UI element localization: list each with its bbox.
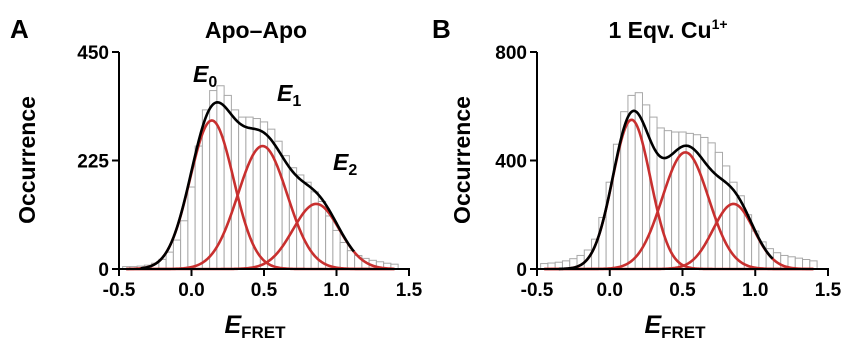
histogram-bar	[172, 239, 182, 270]
x-ticks: -0.5 0.0 0.5 1.0 1.5	[521, 269, 842, 301]
y-ticks: 0 400 800	[495, 43, 537, 281]
x-ticks: -0.5 0.0 0.5 1.0 1.5	[103, 269, 423, 301]
component-label-e1: E1	[277, 80, 301, 110]
x-axis-label-main: E	[224, 311, 242, 339]
histogram-bar	[281, 155, 290, 270]
x-tick-label: 1.0	[742, 280, 768, 301]
histogram-bar	[346, 250, 356, 270]
chart-title-sup: 1+	[712, 16, 728, 32]
panel-letter: B	[432, 14, 451, 44]
histogram-bars	[540, 92, 818, 270]
histogram-bar	[332, 229, 341, 270]
y-tick-label: 225	[77, 152, 109, 173]
chart-title: Apo–Apo	[205, 17, 307, 43]
total-fit-curve	[140, 101, 355, 270]
histogram-bar	[180, 220, 189, 270]
y-tick-label: 0	[516, 260, 527, 281]
x-tick-label: 0.5	[251, 280, 278, 301]
histogram-bar	[223, 94, 232, 270]
x-tick-label: -0.5	[103, 280, 136, 301]
histogram-bar	[325, 215, 334, 270]
histogram-bar	[209, 90, 218, 270]
x-axis-label-sub: FRET	[241, 323, 286, 342]
x-axis-label-sub: FRET	[661, 323, 706, 342]
x-tick-label: -0.5	[521, 280, 554, 301]
y-tick-label: 400	[495, 152, 527, 173]
panel-a: A Apo–Apo 0 225 450 -0.5 0.0 0.5 1.0 1.5 Occur…	[10, 14, 423, 342]
y-axis-label: Occurrence	[449, 96, 475, 224]
chart-title-main: 1 Eqv. Cu	[608, 17, 711, 43]
panel-b: B 1 Eqv. Cu1+ 0 400 800 -0.5 0.0 0.5 1.0 1.5 O…	[432, 14, 842, 342]
component-label-e2: E2	[333, 149, 357, 179]
x-tick-label: 0.0	[178, 280, 204, 301]
histogram-bar	[165, 251, 174, 270]
histogram-bar	[259, 121, 269, 270]
x-tick-label: 0.5	[669, 280, 696, 301]
histogram-bar	[187, 186, 196, 270]
histogram-bars	[122, 85, 399, 270]
x-tick-label: 1.0	[323, 280, 349, 301]
x-tick-label: 0.0	[597, 280, 623, 301]
histogram-bar	[714, 151, 724, 270]
x-axis-label: EFRET	[224, 311, 286, 342]
chart-title: 1 Eqv. Cu1+	[608, 16, 727, 43]
histogram-bar	[339, 241, 348, 270]
histogram-bar	[303, 181, 312, 270]
y-tick-label: 0	[98, 260, 109, 281]
y-tick-label: 450	[77, 43, 109, 64]
component-label-e0: E0	[193, 61, 217, 91]
x-tick-label: 1.5	[396, 280, 423, 301]
y-tick-label: 800	[495, 43, 527, 64]
x-tick-label: 1.5	[815, 280, 842, 301]
y-ticks: 0 225 450	[77, 43, 119, 281]
panel-letter: A	[10, 14, 29, 44]
histogram-bar	[194, 145, 203, 270]
histogram-bar	[245, 116, 254, 270]
x-axis-label: EFRET	[644, 311, 706, 342]
x-axis-label-main: E	[644, 311, 662, 339]
total-fit-curve	[558, 109, 774, 271]
y-axis-label: Occurrence	[14, 96, 40, 224]
